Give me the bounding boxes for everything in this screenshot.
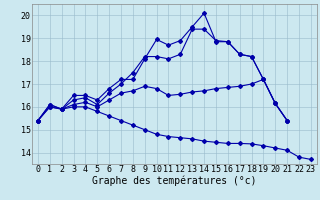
X-axis label: Graphe des températures (°c): Graphe des températures (°c) <box>92 176 257 186</box>
